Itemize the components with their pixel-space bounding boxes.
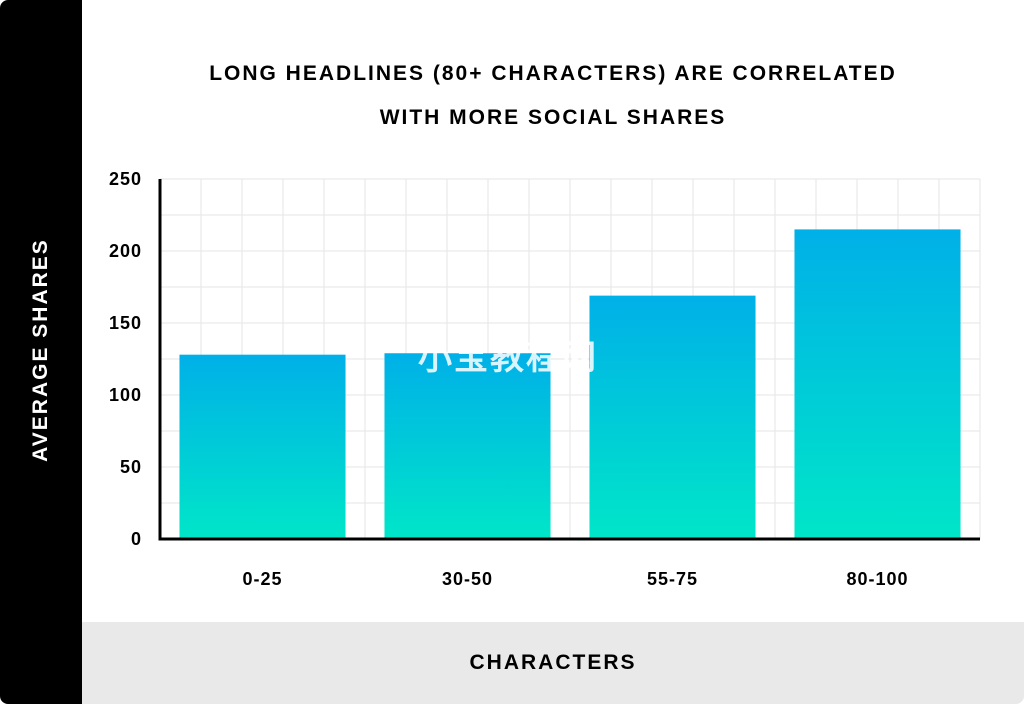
x-tick-label: 80-100 [846,569,908,589]
y-tick-label: 100 [109,385,142,405]
bar-0-25 [179,354,346,539]
chart-title: LONG HEADLINES (80+ CHARACTERS) ARE CORR… [82,52,1024,140]
bar-30-50 [384,353,551,539]
bar-80-100 [794,229,961,539]
y-tick-label: 50 [120,457,142,477]
chart-bars [179,229,961,539]
x-tick-label: 30-50 [442,569,493,589]
chart-title-line-1: LONG HEADLINES (80+ CHARACTERS) ARE CORR… [209,62,897,85]
x-axis-label: CHARACTERS [469,651,637,674]
y-tick-label: 250 [109,169,142,189]
y-axis-label-panel: AVERAGE SHARES [0,0,82,704]
bar-55-75 [589,295,756,539]
x-tick-label: 55-75 [647,569,698,589]
watermark-text: 小宝教程网 [418,338,598,378]
chart-axes [158,179,980,541]
y-tick-label: 200 [109,241,142,261]
y-axis-label: AVERAGE SHARES [29,238,52,462]
chart-title-line-2: WITH MORE SOCIAL SHARES [379,106,727,129]
y-tick-label: 0 [131,529,142,549]
bar-chart: 0 50 100 150 200 250 0-25 30-50 55-75 80-100 [109,169,981,589]
y-tick-labels: 0 50 100 150 200 250 [109,169,142,549]
x-tick-label: 0-25 [242,569,282,589]
x-tick-labels: 0-25 30-50 55-75 80-100 [242,569,908,589]
x-axis-label-panel: CHARACTERS [82,622,1024,704]
y-tick-label: 150 [109,313,142,333]
